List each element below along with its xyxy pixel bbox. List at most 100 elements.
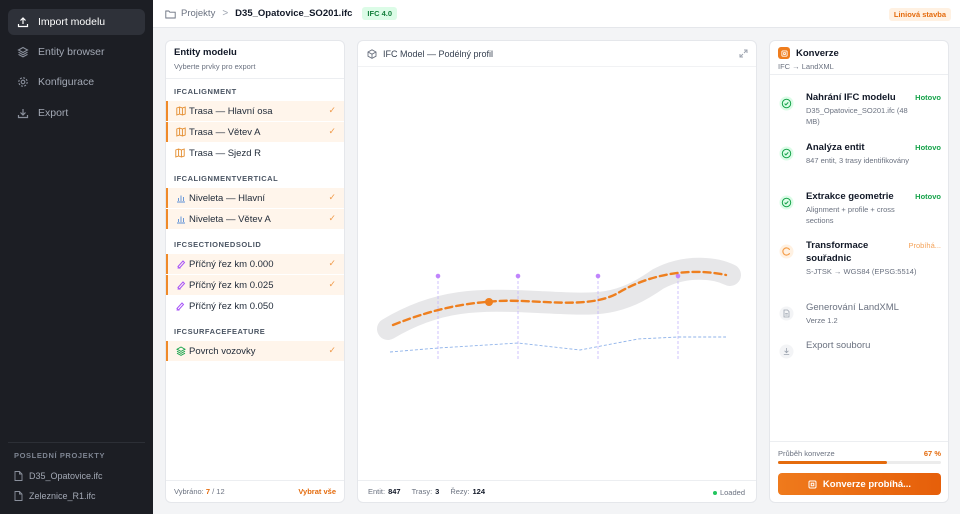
station-point <box>675 273 681 279</box>
layers-icon <box>176 346 186 356</box>
document-icon <box>779 306 794 321</box>
viewer-title: IFC Model — Podélný profil <box>383 48 494 59</box>
entity-row[interactable]: Niveleta — Hlavní ✓ <box>166 188 344 208</box>
stat-sections: 124 <box>472 487 486 496</box>
step-subtitle: S-JTSK → WGS84 (EPSG:5514) <box>806 267 917 276</box>
step-title: Nahrání IFC modelu <box>806 92 896 103</box>
step-subtitle: Alignment + profile + cross sections <box>806 205 895 225</box>
entity-row[interactable]: Povrch vozovky ✓ <box>166 341 344 361</box>
file-icon <box>14 491 23 501</box>
step-title: Generování LandXML <box>806 302 899 313</box>
map-icon <box>175 148 185 158</box>
progress-fill <box>778 461 888 464</box>
convert-button[interactable]: Konverze probíhá... <box>778 473 941 495</box>
gear-icon <box>17 76 29 88</box>
entities-subtitle: Vyberte prvky pro export <box>174 62 256 71</box>
progress-track <box>778 461 941 464</box>
group-label-ifcalignmentvertical: IFCALIGNMENTVERTICAL <box>174 174 279 183</box>
group-label-ifcsurfacefeature: IFCSURFACEFEATURE <box>174 327 266 336</box>
step-status: Hotovo <box>915 93 941 102</box>
entity-row[interactable]: Příčný řez km 0.050 <box>166 296 344 316</box>
file-icon <box>14 471 23 481</box>
conversion-subtitle: IFC → LandXML <box>778 62 834 71</box>
step-title: Export souboru <box>806 340 871 351</box>
check-icon: ✓ <box>328 213 336 223</box>
bar-chart-icon <box>177 216 185 224</box>
entity-row[interactable]: Trasa — Větev A ✓ <box>166 122 344 142</box>
nav-export[interactable]: Export <box>8 100 145 126</box>
check-circle-icon <box>779 96 794 111</box>
station-point <box>435 273 441 279</box>
entities-header: Entity modelu Vyberte prvky pro export <box>166 41 344 79</box>
entity-row[interactable]: Trasa — Sjezd R <box>166 143 344 163</box>
entity-row[interactable]: Příčný řez km 0.000 ✓ <box>166 254 344 274</box>
upload-icon <box>17 16 29 28</box>
progress-area: Průběh konverze 67 % Konverze probíhá... <box>770 441 948 501</box>
cube-icon <box>367 48 377 59</box>
conversion-header: Konverze IFC → LandXML <box>770 41 948 75</box>
station-point <box>595 273 601 279</box>
viewer-header: IFC Model — Podélný profil <box>358 41 756 67</box>
recent-project-item[interactable]: Zeleznice_R1.ifc <box>14 491 96 501</box>
entity-row[interactable]: Niveleta — Větev A ✓ <box>166 209 344 229</box>
group-label-ifcsectionedsolid: IFCSECTIONEDSOLID <box>174 240 262 249</box>
recent-projects-title: POSLEDNÍ PROJEKTY <box>14 451 106 460</box>
progress-percent: 67 % <box>923 449 941 458</box>
stat-entities-label: Entit: <box>368 487 386 496</box>
divider <box>8 442 145 443</box>
profile-canvas[interactable] <box>358 67 756 481</box>
layers-icon <box>17 46 29 58</box>
stat-routes: 3 <box>435 487 440 496</box>
nav-label: Entity browser <box>38 46 105 58</box>
entities-footer: Vybráno: 7 / 12 Vybrat vše <box>166 480 344 502</box>
breadcrumb-root[interactable]: Projekty <box>165 8 215 19</box>
selection-count: Vybráno: 7 / 12 <box>174 487 225 496</box>
topbar: Projekty > D35_Opatovice_SO201.ifc IFC 4… <box>153 0 960 28</box>
breadcrumb-file: D35_Opatovice_SO201.ifc <box>235 8 353 19</box>
spinner-icon <box>779 244 794 259</box>
entities-panel: Entity modelu Vyberte prvky pro export I… <box>165 40 345 503</box>
check-icon: ✓ <box>328 192 336 202</box>
select-all-button[interactable]: Vybrat vše <box>298 487 336 496</box>
download-icon <box>779 344 794 359</box>
nav-import-modelu[interactable]: Import modelu <box>8 9 145 35</box>
slice-icon <box>177 260 186 269</box>
alignment-marker <box>485 298 493 306</box>
check-circle-icon <box>779 146 794 161</box>
step-status: Probíhá... <box>908 241 941 250</box>
nav-label: Import modelu <box>38 16 106 28</box>
slice-icon <box>177 281 186 290</box>
convert-icon <box>808 480 817 488</box>
slice-icon <box>176 302 185 311</box>
stat-routes-label: Trasy: <box>411 487 433 496</box>
stat-sections-label: Řezy: <box>450 487 470 496</box>
step-title: Extrakce geometrie <box>806 191 894 202</box>
step-subtitle: 847 entit, 3 trasy identifikovány <box>806 156 909 165</box>
conversion-title: Konverze <box>796 47 839 59</box>
step-status: Hotovo <box>915 143 941 152</box>
check-icon: ✓ <box>328 126 336 136</box>
stat-entities: 847 <box>388 487 401 496</box>
expand-icon[interactable] <box>739 49 748 58</box>
bar-chart-icon <box>177 195 185 203</box>
station-point <box>515 273 521 279</box>
conversion-panel: Konverze IFC → LandXML Nahrání IFC model… <box>769 40 949 503</box>
step-title: Analýza entit <box>806 142 865 153</box>
check-circle-icon <box>779 195 794 210</box>
group-label-ifcalignment: IFCALIGNMENT <box>174 87 237 96</box>
entity-row[interactable]: Příčný řez km 0.025 ✓ <box>166 275 344 295</box>
check-icon: ✓ <box>328 345 336 355</box>
nav-entity-browser[interactable]: Entity browser <box>8 39 145 65</box>
convert-logo-icon <box>778 47 790 59</box>
entity-row[interactable]: Trasa — Hlavní osa ✓ <box>166 101 344 121</box>
corridor-band <box>377 257 741 340</box>
step-subtitle: Verze 1.2 <box>806 316 838 325</box>
map-icon <box>176 127 186 137</box>
step-subtitle: D35_Opatovice_SO201.ifc (48 MB) <box>806 106 908 126</box>
viewer-footer: Entit: 847 Trasy: 3 Řezy: 124 Loaded <box>358 480 756 502</box>
terrain-line <box>389 336 726 353</box>
check-icon: ✓ <box>328 279 336 289</box>
nav-konfigurace[interactable]: Konfigurace <box>8 69 145 95</box>
loaded-status: Loaded <box>712 488 745 497</box>
recent-project-item[interactable]: D35_Opatovice.ifc <box>14 471 103 481</box>
